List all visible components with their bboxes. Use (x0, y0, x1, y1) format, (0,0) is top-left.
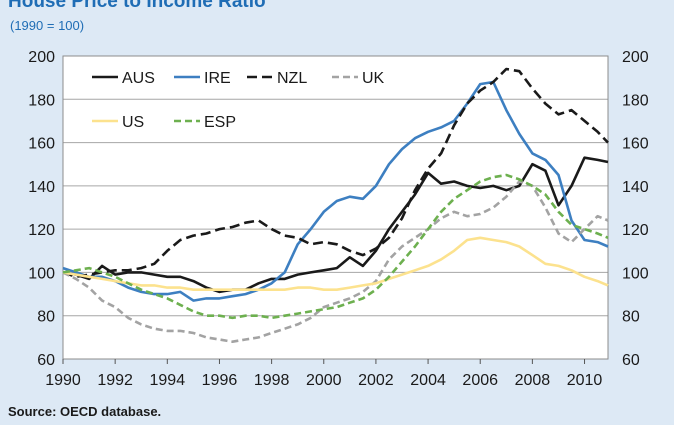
series-line-us (62, 236, 609, 291)
y-tick-left-200: 200 (28, 49, 55, 66)
y-tick-left-140: 140 (28, 179, 55, 196)
plot-frame (62, 55, 609, 360)
y-tick-left-60: 60 (37, 352, 55, 369)
y-tick-right-100: 100 (622, 265, 649, 282)
legend-label-nzl: NZL (277, 70, 307, 87)
series-line-nzl (62, 67, 609, 279)
x-tick-1996: 1996 (202, 372, 238, 389)
series-line-uk (62, 180, 609, 343)
x-tick-2008: 2008 (515, 372, 551, 389)
series-line-ire (62, 80, 609, 302)
chart-subtitle: (1990 = 100) (10, 18, 85, 33)
plot-area (63, 56, 608, 359)
y-tick-left-120: 120 (28, 222, 55, 239)
legend-label-us: US (122, 114, 144, 131)
chart-title: House Price to Income Ratio (8, 0, 266, 12)
source-note: Source: OECD database. (8, 404, 162, 419)
line-chart: 60 60 80 80 100 100 120 120 140 140 160 160 180 180 20… (28, 49, 649, 389)
x-tick-2004: 2004 (410, 372, 446, 389)
x-tick-2010: 2010 (567, 372, 603, 389)
legend-label-esp: ESP (204, 114, 236, 131)
y-tick-right-120: 120 (622, 222, 649, 239)
x-tick-1992: 1992 (97, 372, 133, 389)
series-line-aus (62, 156, 609, 294)
y-tick-right-180: 180 (622, 92, 649, 109)
series-line-esp (62, 173, 609, 320)
y-tick-right-200: 200 (622, 49, 649, 66)
y-tick-right-160: 160 (622, 136, 649, 153)
y-tick-left-100: 100 (28, 265, 55, 282)
y-tick-right-80: 80 (622, 309, 640, 326)
legend-label-aus: AUS (122, 70, 155, 87)
y-tick-right-60: 60 (622, 352, 640, 369)
x-tick-1990: 1990 (45, 372, 81, 389)
y-tick-left-180: 180 (28, 92, 55, 109)
y-tick-left-80: 80 (37, 309, 55, 326)
x-tick-2006: 2006 (462, 372, 498, 389)
x-tick-2002: 2002 (358, 372, 394, 389)
y-tick-right-140: 140 (622, 179, 649, 196)
legend-label-uk: UK (362, 70, 385, 87)
x-tick-2000: 2000 (306, 372, 342, 389)
x-tick-1994: 1994 (150, 372, 186, 389)
x-tick-1998: 1998 (254, 372, 290, 389)
legend-label-ire: IRE (204, 70, 231, 87)
y-tick-left-160: 160 (28, 136, 55, 153)
